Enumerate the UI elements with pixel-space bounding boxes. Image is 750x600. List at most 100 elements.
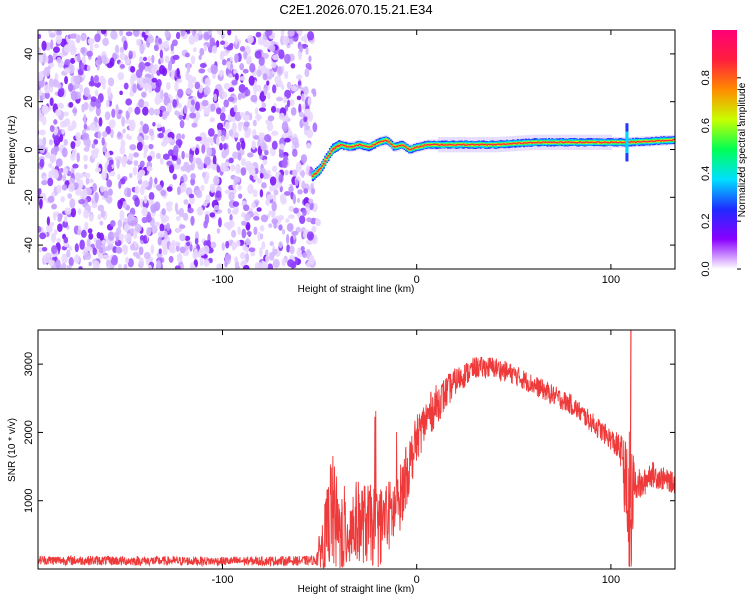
noise-cell (283, 96, 288, 104)
noise-cell (63, 44, 71, 53)
noise-cell (53, 78, 58, 86)
noise-cell (256, 177, 262, 184)
ridge-cell (439, 144, 442, 146)
noise-cell (295, 162, 302, 173)
noise-cell (53, 211, 57, 221)
noise-cell (216, 30, 223, 35)
noise-cell (265, 198, 271, 206)
ridge-cell (470, 143, 473, 145)
noise-cell (61, 253, 68, 264)
noise-cell (295, 226, 301, 233)
noise-cell (276, 66, 283, 77)
noise-cell (233, 204, 239, 215)
noise-cell (107, 163, 112, 173)
noise-cell (124, 233, 132, 244)
noise-cell (286, 81, 292, 90)
noise-cell (267, 115, 275, 122)
noise-cell (303, 86, 309, 96)
ridge-cell (672, 139, 675, 141)
noise-cell (80, 32, 86, 42)
noise-cell (256, 69, 262, 78)
noise-cell (244, 88, 251, 97)
snr-frame (37, 329, 676, 570)
noise-cell (237, 121, 245, 127)
noise-cell (283, 191, 291, 196)
ridge-cell (406, 147, 409, 150)
noise-cell (107, 86, 112, 97)
noise-cell (201, 99, 209, 107)
noise-cell (95, 106, 101, 117)
noise-cell (106, 179, 113, 188)
noise-cell (168, 163, 175, 174)
ridge-cell (669, 138, 672, 141)
noise-cell (195, 101, 200, 111)
ridge-cell (583, 141, 586, 144)
noise-cell (219, 142, 224, 151)
noise-cell (97, 131, 102, 140)
noise-cell (85, 246, 93, 252)
noise-cell (162, 110, 170, 117)
noise-cell (66, 264, 72, 269)
noise-cell (133, 160, 139, 167)
noise-cell (300, 154, 308, 164)
noise-cell (288, 205, 294, 212)
noise-cell (119, 90, 123, 96)
noise-cell (128, 152, 134, 162)
noise-cell (125, 133, 130, 140)
noise-cell (78, 199, 86, 205)
noise-cell (132, 251, 140, 257)
noise-cell (144, 30, 150, 35)
noise-cell (92, 247, 97, 256)
noise-cell (198, 68, 206, 74)
noise-cell (181, 133, 185, 140)
noise-cell (271, 201, 277, 212)
noise-cell (247, 183, 254, 195)
noise-cell (139, 43, 145, 55)
noise-cell (203, 177, 209, 185)
ridge-cell (464, 144, 467, 146)
noise-cell (273, 189, 279, 196)
ridge-cell (423, 144, 426, 146)
noise-cell (82, 132, 90, 140)
noise-cell (266, 194, 274, 200)
noise-cell (245, 252, 250, 263)
noise-cell (150, 65, 157, 75)
noise-cell (163, 215, 170, 222)
ridge-cell (608, 142, 611, 144)
ridge-cell (547, 141, 551, 143)
noise-cell (256, 207, 262, 212)
noise-cell (96, 55, 102, 65)
noise-cell (100, 185, 105, 193)
ridge-cell (411, 148, 414, 150)
noise-cell (175, 139, 183, 147)
ridge-cell (321, 165, 324, 167)
noise-cell (192, 47, 197, 53)
noise-cell (133, 152, 139, 158)
noise-cell (61, 263, 67, 269)
noise-cell (262, 159, 268, 165)
colorbar-tick-label: 0.4 (700, 166, 712, 181)
noise-cell (101, 137, 105, 146)
ridge-cell (373, 144, 377, 146)
ridge-cell (541, 141, 544, 143)
noise-cell (263, 87, 268, 97)
noise-cell (284, 71, 289, 80)
noise-cell (123, 82, 129, 90)
ridge-cell (633, 141, 636, 143)
noise-cell (77, 208, 82, 215)
noise-cell (160, 89, 164, 100)
noise-cell (117, 263, 122, 269)
noise-cell (41, 247, 48, 252)
noise-cell (167, 60, 173, 71)
ridge-cell (534, 142, 537, 144)
noise-cell (86, 238, 91, 248)
noise-cell (93, 75, 100, 83)
noise-cell (59, 103, 64, 109)
ridge-cell (350, 145, 353, 148)
ridge-cell (468, 144, 471, 146)
noise-cell (278, 241, 283, 249)
noise-cell (195, 136, 203, 142)
noise-cell (178, 103, 182, 109)
noise-cell (300, 245, 305, 252)
noise-cell (306, 217, 312, 223)
